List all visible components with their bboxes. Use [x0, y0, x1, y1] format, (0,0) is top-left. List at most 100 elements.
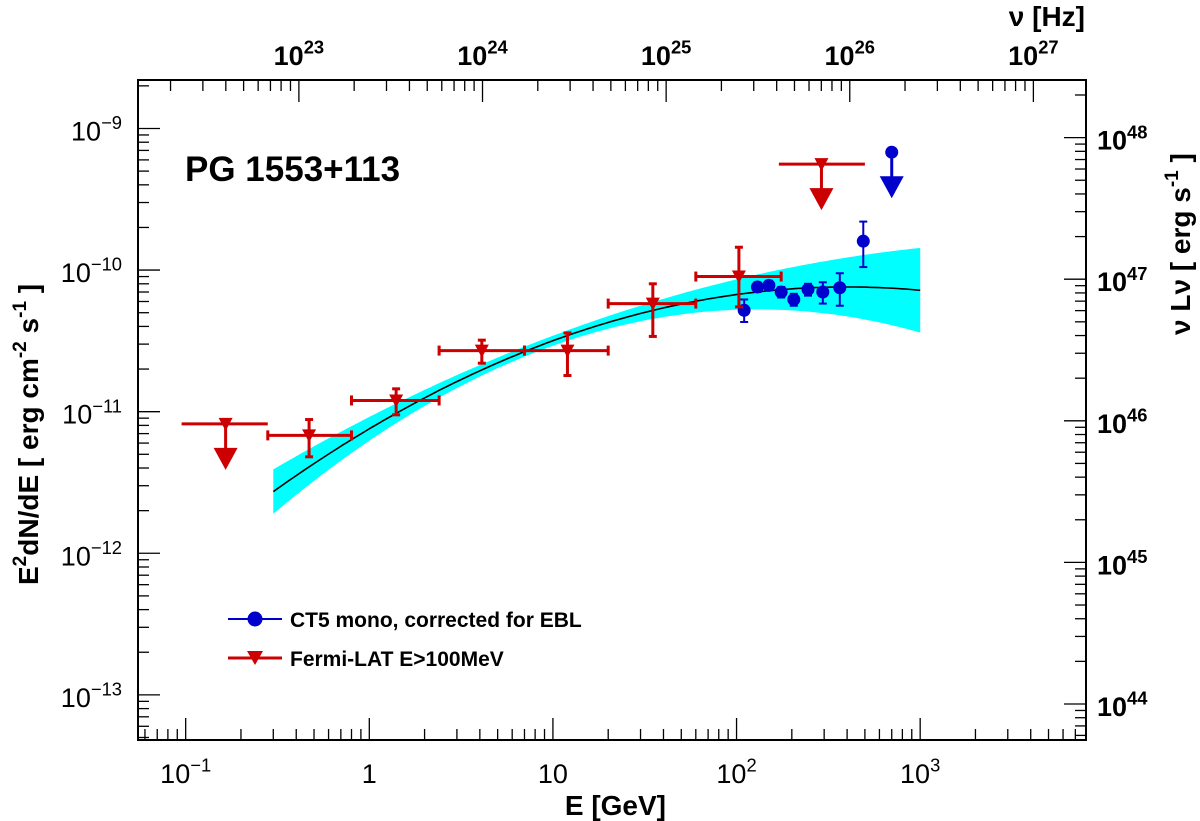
y-tick-label-2-base: 10 [62, 400, 92, 430]
right-tick-label-2-exp: 46 [1127, 404, 1147, 425]
y-axis-label-base: E [13, 566, 44, 585]
right-tick-label-4: 1048 [1097, 121, 1147, 155]
series-1-point-2 [474, 344, 489, 358]
right-tick-label-2: 1046 [1097, 404, 1147, 438]
y-tick-label-0-exp: −13 [91, 679, 122, 700]
right-tick-label-3-base: 10 [1097, 267, 1127, 297]
x-tick-label-1-base: 1 [362, 759, 377, 789]
x-tick-label-3: 102 [716, 755, 756, 789]
top-tick-label-0-exp: 23 [304, 37, 324, 58]
y-tick-label-0: 10−13 [61, 679, 122, 713]
series-0-point-2 [762, 278, 776, 292]
top-tick-label-2: 1025 [641, 37, 691, 71]
top-tick-label-4-base: 10 [1008, 41, 1038, 71]
series-0-point-4 [787, 292, 801, 306]
x-tick-label-1: 1 [362, 759, 377, 789]
y-tick-label-4-base: 10 [71, 116, 101, 146]
right-tick-label-1: 1045 [1097, 546, 1147, 580]
right-tick-label-3: 1047 [1097, 263, 1147, 297]
chart-title: PG 1553+113 [185, 150, 400, 189]
y-tick-label-2: 10−11 [62, 395, 122, 429]
y-tick-label-2-exp: −11 [92, 395, 122, 416]
legend: CT5 mono, corrected for EBL Fermi-LAT E>… [228, 609, 582, 671]
top-tick-label-3: 1026 [825, 37, 875, 71]
fit-band [273, 248, 921, 514]
series-0-point-6 [816, 285, 830, 299]
model-confidence-band [273, 248, 921, 514]
legend-label-fermi: Fermi-LAT E>100MeV [290, 648, 504, 671]
x-tick-label-3-base: 10 [716, 759, 746, 789]
series-1-point-3 [560, 344, 575, 358]
right-axis-label-base: ν Lν [ erg s [1165, 187, 1196, 335]
x-tick-label-2-base: 10 [538, 759, 568, 789]
top-tick-label-4-exp: 27 [1038, 37, 1058, 58]
right-tick-label-2-base: 10 [1097, 409, 1127, 439]
svg-text:E2dN/dE [ erg cm-2 s-1 ]: E2dN/dE [ erg cm-2 s-1 ] [10, 284, 44, 585]
series-0-upper-limit-0-arrow-head [879, 176, 904, 199]
y-axis-label-mid2: s [13, 318, 44, 341]
series-1-point-1 [389, 394, 404, 408]
y-tick-label-4-exp: −9 [101, 112, 122, 133]
legend-marker-fermi [247, 651, 263, 665]
series-0-point-5 [801, 282, 815, 296]
y-axis-label: E2dN/dE [ erg cm-2 s-1 ] [10, 284, 44, 585]
right-tick-label-3-exp: 47 [1127, 263, 1147, 284]
right-axis-label-end: ] [1165, 153, 1196, 170]
y-axis-label-sup2: -2 [10, 341, 31, 358]
x-tick-label-4: 103 [900, 755, 940, 789]
top-axis-ticks: 1023 1024 1025 1026 1027 [169, 37, 1059, 102]
top-tick-label-2-exp: 25 [671, 37, 691, 58]
y-axis-label-sup: 2 [10, 556, 31, 567]
y-axis-label-sup3: -1 [10, 301, 31, 318]
series-0-point-8 [856, 234, 870, 248]
right-tick-label-4-exp: 48 [1127, 121, 1147, 142]
y-axis-label-end: ] [13, 284, 44, 301]
y-axis-label-mid: dN/dE [ erg cm [13, 358, 44, 556]
data-points [181, 145, 904, 470]
y-tick-label-0-base: 10 [61, 683, 91, 713]
x-tick-label-4-base: 10 [900, 759, 930, 789]
legend-label-ct5: CT5 mono, corrected for EBL [290, 609, 582, 632]
top-tick-label-1-exp: 24 [487, 37, 508, 58]
series-1-point-4 [645, 297, 660, 311]
series-1-point-5 [731, 270, 746, 284]
right-tick-label-1-base: 10 [1097, 550, 1127, 580]
y-tick-label-3: 10−10 [61, 254, 122, 288]
top-tick-label-0: 1023 [274, 37, 324, 71]
series-0-point-1 [750, 280, 764, 294]
x-tick-label-0: 10−1 [160, 755, 211, 789]
y-tick-label-1-base: 10 [61, 541, 91, 571]
top-tick-label-1: 1024 [457, 37, 508, 71]
x-tick-label-4-exp: 3 [930, 755, 940, 776]
x-axis-label: E [GeV] [565, 790, 666, 821]
series-0-point-3 [774, 285, 788, 299]
top-tick-label-4: 1027 [1008, 37, 1058, 71]
top-tick-label-0-base: 10 [274, 41, 304, 71]
x-tick-label-0-base: 10 [160, 759, 190, 789]
y-tick-label-4: 10−9 [71, 112, 122, 146]
y-tick-label-1-exp: −12 [91, 537, 122, 558]
right-tick-label-1-exp: 45 [1127, 546, 1147, 567]
x-tick-label-0-exp: −1 [190, 755, 211, 776]
top-tick-label-2-base: 10 [641, 41, 671, 71]
top-tick-label-3-exp: 26 [855, 37, 875, 58]
right-tick-label-0: 1044 [1097, 688, 1148, 722]
right-axis-label-sup: -1 [1162, 170, 1183, 187]
right-tick-label-4-base: 10 [1097, 126, 1127, 156]
y-tick-label-3-exp: −10 [91, 254, 122, 275]
svg-text:ν Lν [ erg s-1 ]: ν Lν [ erg s-1 ] [1162, 153, 1196, 335]
x-tick-label-2: 10 [538, 759, 568, 789]
x-axis-ticks: 10−1 1 10 102 103 [144, 718, 1087, 789]
legend-marker-ct5 [247, 611, 263, 627]
right-tick-label-0-exp: 44 [1127, 688, 1148, 709]
top-tick-label-3-base: 10 [825, 41, 855, 71]
right-axis-label: ν Lν [ erg s-1 ] [1162, 153, 1196, 335]
y-tick-label-3-base: 10 [61, 258, 91, 288]
right-tick-label-0-base: 10 [1097, 692, 1127, 722]
series-1-upper-limit-1-arrow-head [809, 188, 834, 211]
y-tick-label-1: 10−12 [61, 537, 122, 571]
